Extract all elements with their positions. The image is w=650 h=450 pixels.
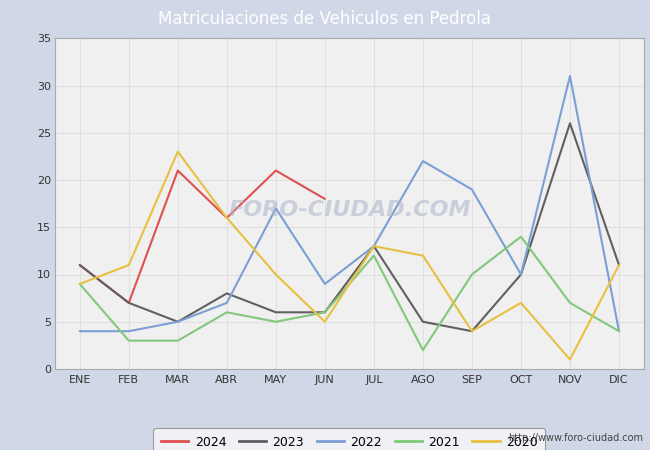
Legend: 2024, 2023, 2022, 2021, 2020: 2024, 2023, 2022, 2021, 2020 <box>153 428 545 450</box>
Text: http://www.foro-ciudad.com: http://www.foro-ciudad.com <box>508 433 644 443</box>
Text: Matriculaciones de Vehiculos en Pedrola: Matriculaciones de Vehiculos en Pedrola <box>159 10 491 28</box>
Text: FORO-CIUDAD.COM: FORO-CIUDAD.COM <box>228 200 471 220</box>
